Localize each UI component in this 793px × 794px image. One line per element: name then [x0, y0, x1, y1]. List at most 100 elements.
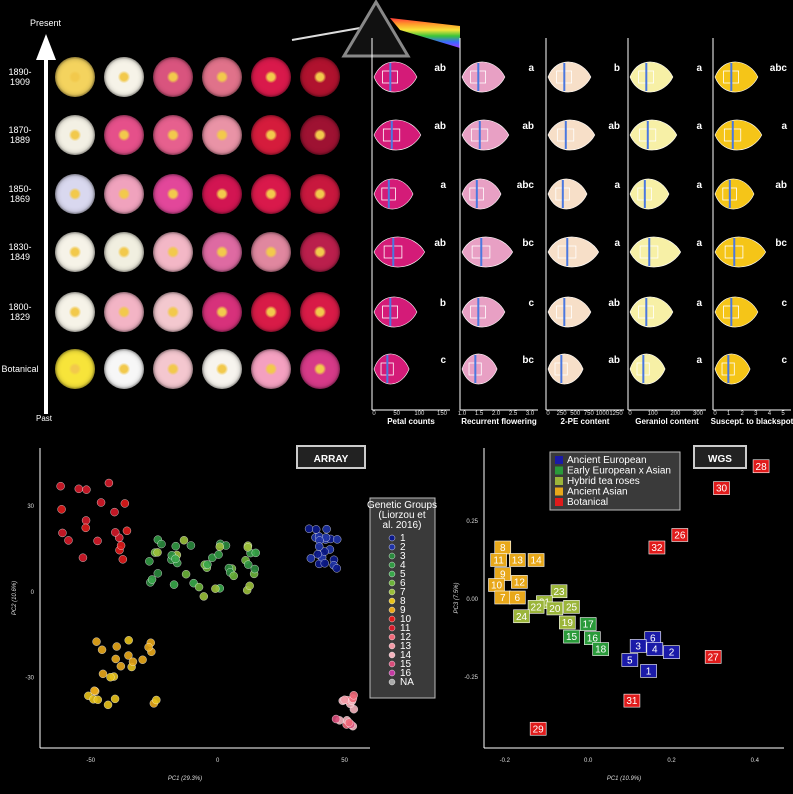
- tick-label: 300: [693, 411, 704, 417]
- legend-swatch: [388, 615, 396, 623]
- array-point: [118, 555, 128, 564]
- wgs-point: 8: [494, 540, 512, 555]
- rose-flower-image: [251, 57, 291, 97]
- wgs-point-label: 24: [516, 612, 528, 623]
- array-point: [250, 564, 259, 574]
- array-point: [110, 694, 120, 704]
- significance-letter: c: [781, 355, 787, 366]
- violin-shape: [629, 178, 670, 210]
- array-point: [116, 662, 126, 671]
- significance-letter: a: [614, 180, 620, 191]
- array-point: [215, 542, 224, 551]
- violin-shape: [547, 236, 600, 268]
- wgs-point-label: 15: [566, 632, 578, 643]
- tick-label: 4: [768, 411, 772, 417]
- violin-shape: [629, 119, 678, 151]
- wgs-point: 32: [648, 540, 666, 555]
- significance-letter: a: [696, 63, 702, 74]
- significance-letter: ab: [522, 121, 534, 132]
- violin-shape: [461, 61, 506, 93]
- violin-shape: [629, 61, 674, 93]
- significance-letter: b: [614, 63, 620, 74]
- rose-flower-image: [202, 292, 242, 332]
- violin-shape: [547, 178, 588, 210]
- violin-shape: [547, 296, 592, 328]
- array-legend: Genetic Groups(Liorzou etal. 2016)123456…: [367, 497, 437, 699]
- legend-label: 16: [400, 668, 412, 679]
- legend-swatch: [555, 466, 563, 475]
- violin-shape: [714, 119, 763, 151]
- significance-letter: ab: [434, 121, 446, 132]
- rose-flower-image: [153, 349, 193, 389]
- legend-swatch: [388, 588, 396, 596]
- tick-label: 0: [628, 411, 632, 417]
- rose-flower-image: [202, 57, 242, 97]
- wgs-point: 28: [752, 459, 770, 474]
- array-point: [332, 535, 342, 544]
- wgs-point: 20: [546, 601, 564, 616]
- rose-flower-image: [300, 349, 340, 389]
- legend-label: Early European x Asian: [567, 466, 671, 477]
- tick-label: 2: [741, 411, 745, 417]
- tick-label: 3.0: [526, 411, 535, 417]
- wgs-point-label: 3: [635, 641, 641, 652]
- array-point: [112, 642, 121, 651]
- legend-label: NA: [400, 677, 414, 688]
- rose-flower-image: [55, 292, 95, 332]
- tick-label: 200: [670, 411, 681, 417]
- rose-flower-image: [104, 174, 144, 214]
- array-point: [93, 536, 102, 546]
- wgs-point-label: 7: [500, 593, 506, 604]
- wgs-point-label: 6: [515, 593, 521, 604]
- legend-label: 10: [400, 614, 412, 625]
- array-point: [311, 525, 321, 534]
- legend-swatch: [388, 534, 396, 542]
- legend-label: 9: [400, 605, 406, 616]
- array-point: [331, 714, 341, 724]
- violin-shape: [547, 61, 592, 93]
- violin-shape: [714, 296, 759, 328]
- rose-flower-image: [153, 174, 193, 214]
- array-point: [122, 526, 132, 536]
- rose-flower-image: [153, 115, 193, 155]
- legend-swatch: [388, 633, 396, 641]
- array-point: [104, 478, 114, 488]
- tick-label: 3: [754, 411, 758, 417]
- array-point: [96, 498, 106, 507]
- array-pca-plot: -50 0 50 30 0 -30 PC1 (29.3%) PC2 (10.6%) ARRAY G…: [12, 445, 437, 782]
- legend-label: 2: [400, 542, 406, 553]
- past-label: Past: [36, 414, 53, 423]
- violin-shape: [461, 296, 506, 328]
- rose-flower-image: [104, 57, 144, 97]
- rose-flower-image: [104, 292, 144, 332]
- array-point: [304, 524, 314, 533]
- legend-label: Ancient Asian: [567, 487, 628, 498]
- rose-flower-image: [55, 232, 95, 272]
- array-point: [169, 580, 179, 589]
- array-title-box: [296, 445, 366, 469]
- array-title: ARRAY: [314, 454, 349, 465]
- wgs-point: 15: [563, 629, 580, 644]
- wgs-point-label: 21: [539, 598, 551, 609]
- period-label: 1850- 1869: [8, 184, 32, 204]
- violin-shape: [461, 178, 502, 210]
- significance-letter: a: [440, 180, 446, 191]
- significance-letter: c: [528, 298, 534, 309]
- array-point: [90, 686, 99, 695]
- wgs-point: 2: [663, 645, 680, 659]
- rose-flower-image: [251, 232, 291, 272]
- period-label: 1800- 1829: [8, 302, 32, 322]
- y-axis-label: PC2 (10.6%): [12, 581, 18, 615]
- violin-shape: [373, 61, 418, 93]
- wgs-point: 19: [559, 615, 576, 630]
- rose-flower-image: [251, 115, 291, 155]
- prism-graphic: [291, 0, 460, 58]
- significance-letter: bc: [522, 355, 534, 366]
- violin-axis-label: Petal counts: [387, 417, 435, 426]
- violin-axis-label: Geraniol content: [635, 417, 699, 426]
- x-axis-label: PC1 (29.3%): [168, 776, 202, 782]
- array-point: [111, 654, 120, 664]
